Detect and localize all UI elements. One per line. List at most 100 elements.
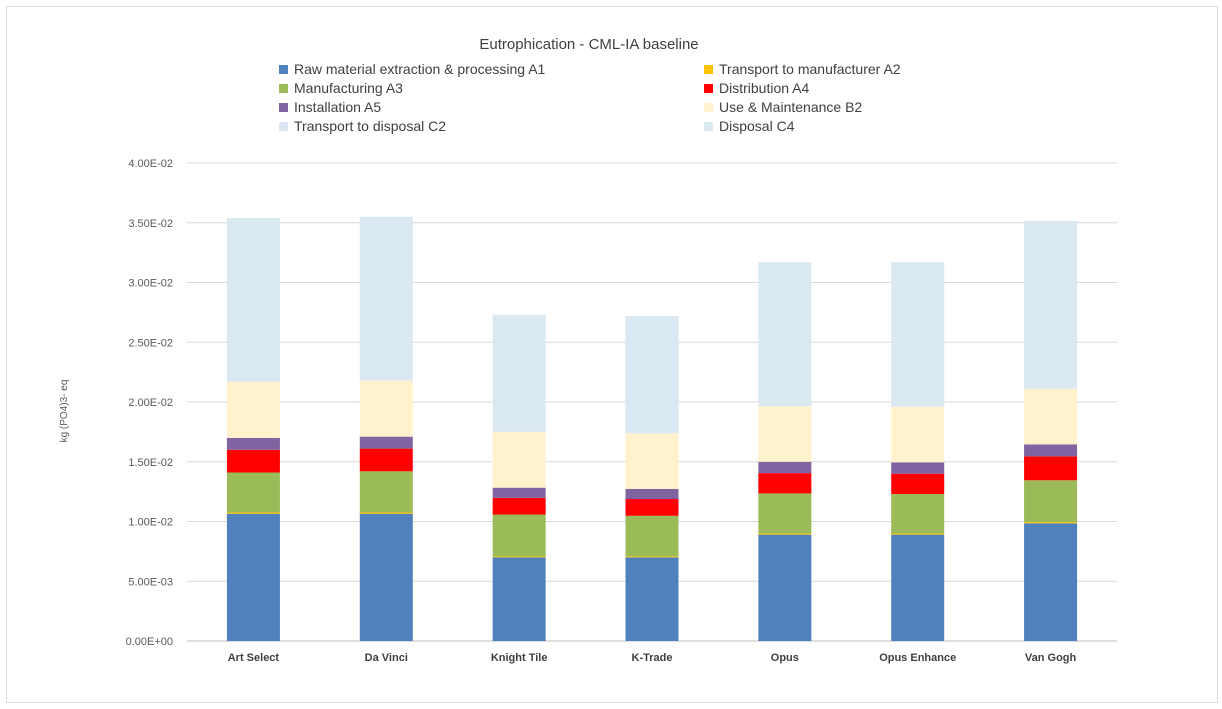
bar-segment bbox=[226, 472, 280, 513]
legend-label: Disposal C4 bbox=[719, 118, 795, 134]
bar-segment bbox=[359, 513, 413, 641]
bar-segment bbox=[492, 497, 546, 515]
bar-segment bbox=[758, 534, 812, 641]
bar-segment bbox=[226, 380, 280, 382]
legend-swatch bbox=[704, 65, 713, 74]
bar-segment bbox=[891, 462, 945, 474]
legend-item: Raw material extraction & processing A1 bbox=[279, 61, 546, 77]
bar-segment bbox=[1024, 444, 1078, 457]
chart-title: Eutrophication - CML-IA baseline bbox=[479, 36, 698, 53]
bar-segment bbox=[1024, 220, 1078, 388]
bar-segment bbox=[492, 557, 546, 641]
legend-swatch bbox=[279, 122, 288, 131]
bar-segment bbox=[492, 430, 546, 433]
bar-segment bbox=[226, 512, 280, 514]
bar-segment bbox=[891, 473, 945, 495]
bar-segment bbox=[1024, 522, 1078, 524]
bar-segment bbox=[492, 556, 546, 558]
legend-item: Use & Maintenance B2 bbox=[704, 99, 862, 115]
bar-segment bbox=[758, 533, 812, 535]
legend-label: Transport to manufacturer A2 bbox=[719, 61, 901, 77]
chart: Eutrophication - CML-IA baseline kg (PO4… bbox=[59, 36, 1117, 664]
bar-segment bbox=[625, 488, 679, 500]
y-tick-label: 3.50E-02 bbox=[128, 218, 173, 230]
bar-segment bbox=[891, 494, 945, 534]
legend-swatch bbox=[704, 84, 713, 93]
bar-segment bbox=[891, 406, 945, 463]
bar-segment bbox=[758, 461, 812, 474]
bar-segment bbox=[891, 533, 945, 535]
y-tick-label: 2.50E-02 bbox=[128, 337, 173, 349]
legend-label: Installation A5 bbox=[294, 99, 381, 115]
bar-segment bbox=[891, 534, 945, 641]
bar-segment bbox=[359, 512, 413, 514]
bar-segment bbox=[359, 380, 413, 437]
legend-swatch bbox=[704, 103, 713, 112]
bar-segment bbox=[359, 216, 413, 380]
x-tick-label: Van Gogh bbox=[1025, 652, 1077, 664]
y-tick-labels: 0.00E+00 5.00E-03 1.00E-02 1.50E-02 2.00E-02… bbox=[126, 158, 173, 648]
x-tick-label: K-Trade bbox=[632, 652, 673, 664]
legend: Raw material extraction & processing A1 T… bbox=[279, 61, 901, 134]
bar-segment bbox=[359, 379, 413, 381]
x-tick-label: Opus Enhance bbox=[879, 652, 956, 664]
bar-segment bbox=[1024, 523, 1078, 641]
y-tick-label: 4.00E-02 bbox=[128, 158, 173, 170]
legend-swatch bbox=[704, 122, 713, 131]
bar-segment bbox=[891, 262, 945, 406]
bar-segment bbox=[625, 315, 679, 433]
bar-segment bbox=[226, 217, 280, 381]
bar-segment bbox=[758, 404, 812, 407]
bar-segment bbox=[758, 262, 812, 405]
legend-item: Transport to manufacturer A2 bbox=[704, 61, 901, 77]
legend-label: Manufacturing A3 bbox=[294, 80, 403, 96]
bar-segment bbox=[625, 432, 679, 434]
legend-item: Distribution A4 bbox=[704, 80, 809, 96]
y-tick-label: 5.00E-03 bbox=[128, 576, 173, 588]
legend-label: Use & Maintenance B2 bbox=[719, 99, 862, 115]
bar-segment bbox=[625, 499, 679, 516]
bar-segment bbox=[359, 471, 413, 513]
legend-item: Manufacturing A3 bbox=[279, 80, 403, 96]
bar-segment bbox=[758, 473, 812, 494]
bar-segment bbox=[226, 381, 280, 438]
bar-segment bbox=[1024, 388, 1078, 445]
legend-label: Distribution A4 bbox=[719, 80, 809, 96]
legend-item: Installation A5 bbox=[279, 99, 381, 115]
bar-segment bbox=[492, 432, 546, 488]
bar-segment bbox=[359, 436, 413, 449]
x-tick-label: Opus bbox=[771, 652, 799, 664]
bar-segment bbox=[625, 433, 679, 489]
bar-segment bbox=[1024, 387, 1078, 389]
bar-segment bbox=[1024, 480, 1078, 523]
bar-segment bbox=[359, 448, 413, 472]
legend-item: Disposal C4 bbox=[704, 118, 795, 134]
bar-segment bbox=[625, 556, 679, 558]
bar-segment bbox=[226, 437, 280, 450]
bar-segment bbox=[492, 514, 546, 557]
legend-swatch bbox=[279, 65, 288, 74]
y-tick-label: 2.00E-02 bbox=[128, 397, 173, 409]
x-tick-label: Art Select bbox=[228, 652, 280, 664]
x-tick-label: Knight Tile bbox=[491, 652, 548, 664]
y-tick-label: 1.00E-02 bbox=[128, 517, 173, 529]
bar-segment bbox=[492, 314, 546, 431]
legend-label: Raw material extraction & processing A1 bbox=[294, 61, 546, 77]
x-tick-label: Da Vinci bbox=[365, 652, 408, 664]
bar-segment bbox=[226, 449, 280, 473]
bar-segment bbox=[625, 557, 679, 641]
y-tick-label: 3.00E-02 bbox=[128, 278, 173, 290]
legend-label: Transport to disposal C2 bbox=[294, 118, 446, 134]
bar-segment bbox=[891, 405, 945, 407]
bar-segment bbox=[758, 493, 812, 534]
bar-segment bbox=[492, 487, 546, 498]
bar-segment bbox=[758, 406, 812, 462]
y-tick-label: 1.50E-02 bbox=[128, 457, 173, 469]
legend-item: Transport to disposal C2 bbox=[279, 118, 446, 134]
chart-frame: Eutrophication - CML-IA baseline kg (PO4… bbox=[6, 6, 1218, 703]
bars bbox=[226, 216, 1078, 641]
y-axis-label: kg (PO4)3- eq bbox=[59, 380, 70, 443]
bar-segment bbox=[625, 515, 679, 557]
bar-segment bbox=[1024, 456, 1078, 481]
x-tick-labels: Art Select Da Vinci Knight Tile K-Trade Opus… bbox=[228, 652, 1077, 664]
